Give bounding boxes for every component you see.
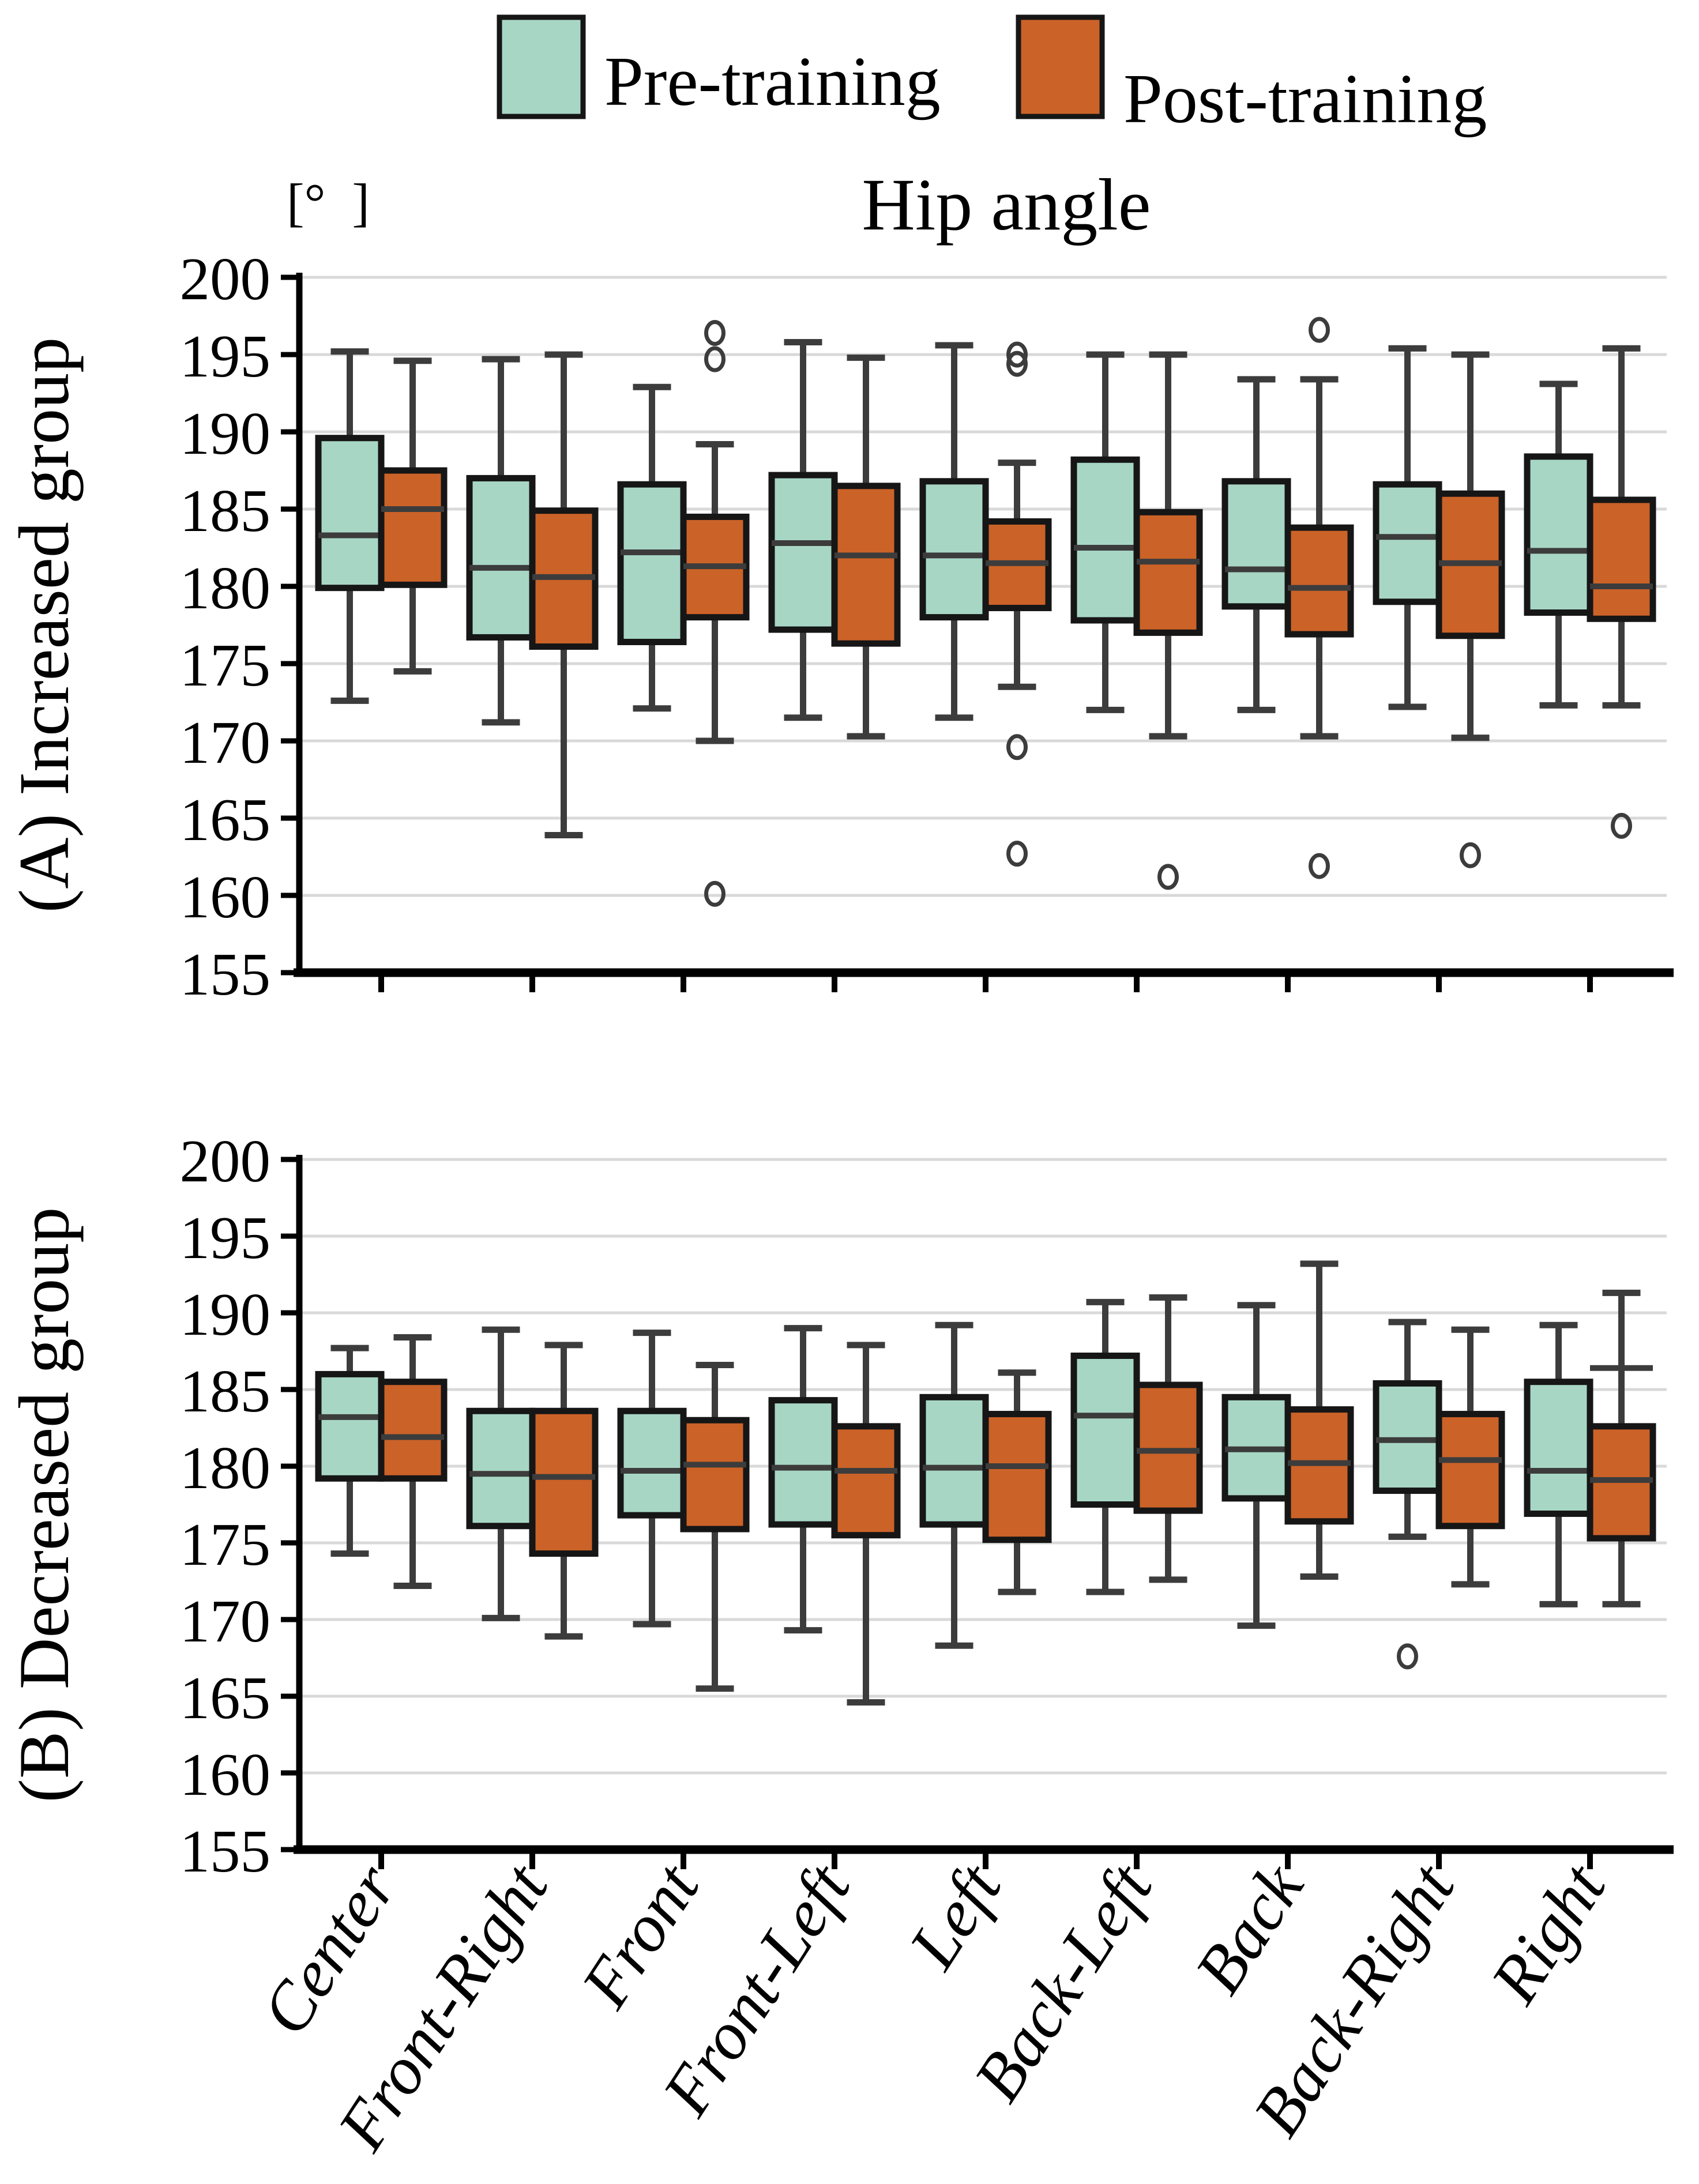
box-pre-back-right bbox=[1373, 1380, 1442, 1494]
y-tick-label: 185 bbox=[180, 477, 271, 544]
x-category-label-front: Front bbox=[566, 1850, 714, 2021]
outlier-post-front bbox=[704, 319, 726, 346]
box-post-front-right bbox=[529, 1407, 599, 1557]
y-tick-label: 165 bbox=[180, 1664, 271, 1731]
y-axis-unit-label: [° ] bbox=[287, 173, 370, 232]
box-pre-front-left bbox=[768, 472, 838, 633]
box-post-center bbox=[378, 1379, 448, 1482]
outlier-post-right bbox=[1611, 812, 1632, 839]
y-tick-label: 175 bbox=[180, 631, 271, 699]
box-pre-back-left bbox=[1070, 456, 1140, 624]
box-pre-front bbox=[617, 481, 687, 645]
outlier-post-front bbox=[704, 346, 726, 372]
box-pre-front-left bbox=[768, 1397, 838, 1528]
box-post-back-left bbox=[1133, 1381, 1203, 1514]
box-post-front bbox=[680, 1417, 750, 1532]
y-tick-label: 200 bbox=[180, 1127, 271, 1195]
y-tick-label: 185 bbox=[180, 1357, 271, 1425]
box-pre-back-left bbox=[1070, 1352, 1140, 1508]
outlier-pre-back-right bbox=[1397, 1643, 1418, 1670]
y-tick-label: 190 bbox=[180, 1281, 271, 1348]
y-tick-label: 180 bbox=[180, 1434, 271, 1501]
box-pre-back bbox=[1221, 478, 1291, 610]
box-post-right bbox=[1587, 496, 1656, 622]
legend-label-pre-training: Pre-training bbox=[604, 43, 941, 121]
box-pre-center bbox=[315, 1370, 385, 1482]
box-pre-right bbox=[1524, 1379, 1593, 1517]
outlier-post-front bbox=[704, 880, 726, 907]
y-tick-label: 195 bbox=[180, 1204, 271, 1271]
box-pre-front bbox=[617, 1407, 687, 1519]
x-category-label-back: Back bbox=[1180, 1850, 1318, 2006]
y-tick-label: 200 bbox=[180, 245, 271, 312]
y-tick-label: 170 bbox=[180, 1587, 271, 1655]
box-pre-back-right bbox=[1373, 481, 1442, 605]
box-post-back-right bbox=[1435, 1411, 1505, 1530]
box-pre-right bbox=[1524, 453, 1593, 616]
outlier-post-back-right bbox=[1460, 842, 1481, 868]
y-tick-label: 160 bbox=[180, 863, 271, 931]
legend-swatch-post-training bbox=[1016, 14, 1105, 119]
panel-a-plot-area: 200 195 190 185 180 175 170 165 160 155 bbox=[180, 245, 1674, 1008]
panel-b-ylabel: (B) Decreased group bbox=[5, 1207, 84, 1803]
box-post-center bbox=[378, 467, 448, 588]
box-post-back bbox=[1284, 524, 1354, 638]
legend: Pre-training Post-training bbox=[497, 14, 1487, 138]
x-category-label-left: Left bbox=[894, 1850, 1017, 1982]
box-post-left bbox=[982, 1411, 1052, 1543]
legend-label-post-training: Post-training bbox=[1123, 60, 1487, 138]
x-category-label-right: Right bbox=[1476, 1850, 1621, 2016]
box-post-back-left bbox=[1133, 509, 1203, 636]
y-tick-label: 175 bbox=[180, 1511, 271, 1578]
box-pre-center bbox=[315, 435, 385, 592]
y-tick-label: 160 bbox=[180, 1741, 271, 1808]
box-post-front-left bbox=[831, 1423, 901, 1539]
box-pre-left bbox=[919, 478, 989, 621]
y-tick-label: 165 bbox=[180, 786, 271, 853]
box-pre-front-right bbox=[466, 1407, 536, 1530]
outlier-post-back bbox=[1309, 853, 1330, 879]
y-tick-label: 155 bbox=[180, 940, 271, 1008]
chart-title: Hip angle bbox=[862, 164, 1151, 246]
box-pre-front-right bbox=[466, 475, 536, 641]
outlier-post-left bbox=[1006, 734, 1028, 760]
y-tick-label: 180 bbox=[180, 554, 271, 622]
y-tick-label: 170 bbox=[180, 709, 271, 776]
y-tick-label: 195 bbox=[180, 322, 271, 390]
panel-b-plot-area: 200 195 190 185 180 175 170 165 160 155 bbox=[180, 1127, 1674, 1885]
legend-swatch-pre-training bbox=[497, 14, 586, 119]
x-category-label-center: Center bbox=[247, 1851, 411, 2048]
box-post-front-left bbox=[831, 483, 901, 647]
outlier-post-back bbox=[1309, 317, 1330, 343]
y-tick-label: 190 bbox=[180, 400, 271, 467]
box-pre-left bbox=[919, 1394, 989, 1528]
outlier-post-left bbox=[1006, 351, 1028, 377]
outlier-post-left bbox=[1006, 341, 1028, 368]
y-tick-label: 155 bbox=[180, 1817, 271, 1885]
outlier-post-back-left bbox=[1157, 864, 1179, 890]
outlier-post-left bbox=[1006, 841, 1028, 867]
panel-a-ylabel: (A) Increased group bbox=[5, 337, 84, 913]
